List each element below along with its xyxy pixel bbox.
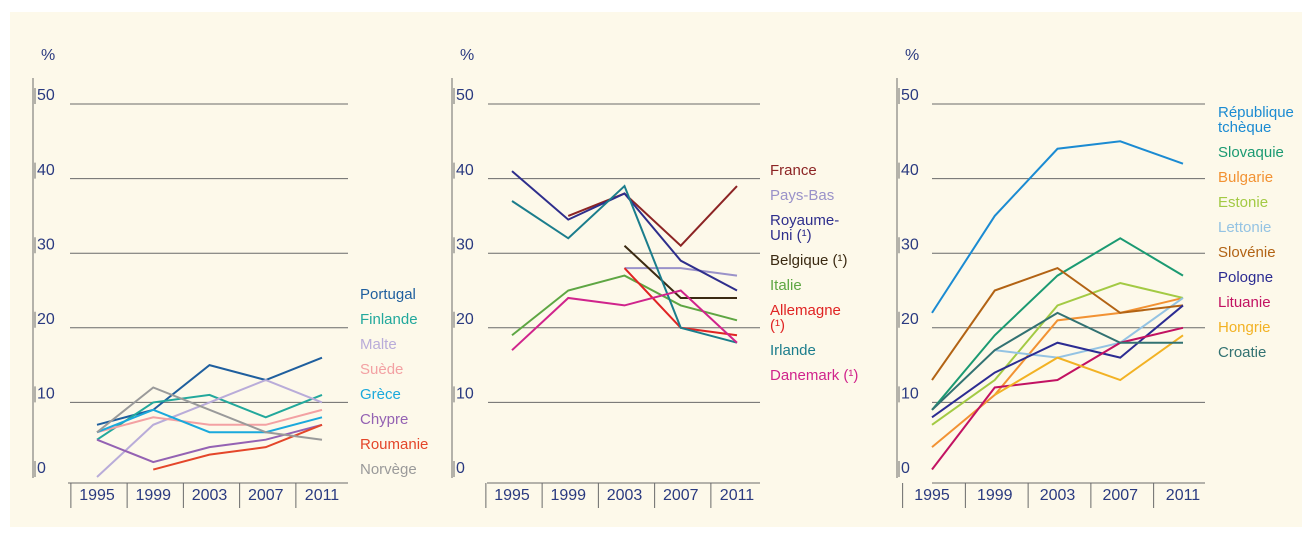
legend-entry: Malte (360, 336, 397, 353)
x-tick-label: 2003 (192, 487, 228, 504)
legend: France Pays-Bas Royaume-Uni (¹) Belgique (¹… (770, 163, 860, 393)
series-line (96, 408, 323, 434)
y-tick-label: 40 (901, 162, 919, 179)
x-tick-label: 2007 (248, 487, 284, 504)
x-tick-label: 2011 (720, 487, 755, 504)
legend-entry: Portugal (360, 286, 416, 303)
y-axis-label: % (41, 47, 55, 64)
y-tick-label: 50 (901, 87, 919, 104)
series-line (511, 289, 738, 351)
series-line (511, 170, 738, 292)
y-tick-label: 50 (37, 87, 55, 104)
y-axis-label: % (905, 47, 919, 64)
y-tick-label: 40 (456, 162, 474, 179)
series-line (511, 184, 738, 344)
x-tick-label: 2007 (1102, 487, 1138, 504)
y-tick-label: 20 (37, 311, 55, 328)
x-tick-label: 2007 (663, 487, 699, 504)
x-tick-label: 1995 (79, 487, 115, 504)
legend-entry: Slovaquie (1218, 144, 1284, 161)
x-tick-label: 1999 (135, 487, 171, 504)
series-line (931, 296, 1184, 448)
legend-entry: Royaume-Uni (¹) (770, 212, 840, 244)
y-tick-label: 30 (901, 236, 919, 253)
y-tick-label: 30 (37, 236, 55, 253)
legend-entry: Allemagne (¹) (770, 302, 841, 334)
series-line (994, 334, 1184, 396)
series-line (96, 386, 323, 441)
y-tick-label: 30 (456, 236, 474, 253)
y-tick-label: 50 (456, 87, 474, 104)
legend-entry: Bulgarie (1218, 169, 1274, 186)
legend-entry: Irlande (770, 342, 816, 359)
legend-entry: Pologne (1218, 269, 1274, 286)
legend-entry: Danemark (¹) (770, 367, 859, 384)
series-line (931, 140, 1184, 314)
legend-entry: République tchèque (1218, 104, 1294, 136)
series-line (96, 408, 323, 434)
legend: République tchèque Slovaquie Bulgarie Eston… (1218, 105, 1305, 370)
background (10, 12, 1302, 527)
legend-entry: Hongrie (1218, 319, 1271, 336)
y-tick-label: 20 (901, 311, 919, 328)
legend-entry: Lituanie (1218, 294, 1271, 311)
legend-entry: France (770, 162, 817, 179)
legend-entry: Chypre (360, 411, 409, 428)
legend-entry: Finlande (360, 311, 418, 328)
y-tick-label: 0 (901, 460, 910, 477)
y-axis-label: % (460, 47, 474, 64)
series-line (96, 378, 323, 478)
series-line (931, 311, 1183, 411)
series-line (96, 393, 323, 441)
legend-entry: Roumanie (360, 436, 429, 453)
series-line (567, 185, 738, 248)
legend-entry: Croatie (1218, 344, 1267, 361)
legend: Portugal Finlande Malte Suède Grèce Chypre Rou… (360, 287, 450, 487)
legend-entry: Lettonie (1218, 219, 1272, 236)
x-tick-label: 2003 (1040, 487, 1076, 504)
legend-entry: Grèce (360, 386, 401, 403)
y-tick-label: 10 (901, 386, 919, 403)
legend-entry: Norvège (360, 461, 417, 478)
x-tick-label: 2011 (305, 487, 340, 504)
y-tick-label: 10 (37, 386, 55, 403)
series-line (624, 267, 738, 277)
x-tick-label: 2003 (607, 487, 643, 504)
series-line (931, 267, 1184, 381)
x-tick-label: 1999 (550, 487, 586, 504)
x-tick-label: 1999 (977, 487, 1013, 504)
legend-entry: Italie (770, 277, 802, 294)
y-tick-label: 40 (37, 162, 55, 179)
y-tick-label: 20 (456, 311, 474, 328)
y-tick-label: 0 (37, 460, 46, 477)
series-line (96, 423, 323, 464)
series-line (96, 356, 323, 426)
y-tick-label: 10 (456, 386, 474, 403)
x-tick-label: 1995 (494, 487, 530, 504)
series-line (623, 245, 737, 299)
series-line (931, 326, 1184, 471)
legend-entry: Estonie (1218, 194, 1269, 211)
series-line (931, 304, 1184, 419)
x-tick-label: 2011 (1166, 487, 1201, 504)
legend-entry: Suède (360, 361, 404, 378)
legend-entry: Belgique (¹) (770, 252, 848, 269)
x-tick-label: 1995 (914, 487, 950, 504)
y-tick-label: 0 (456, 460, 465, 477)
legend-entry: Slovénie (1218, 244, 1276, 261)
series-line (931, 281, 1184, 426)
series-line (511, 274, 738, 337)
legend-entry: Pays-Bas (770, 187, 835, 204)
series-line (931, 237, 1184, 411)
